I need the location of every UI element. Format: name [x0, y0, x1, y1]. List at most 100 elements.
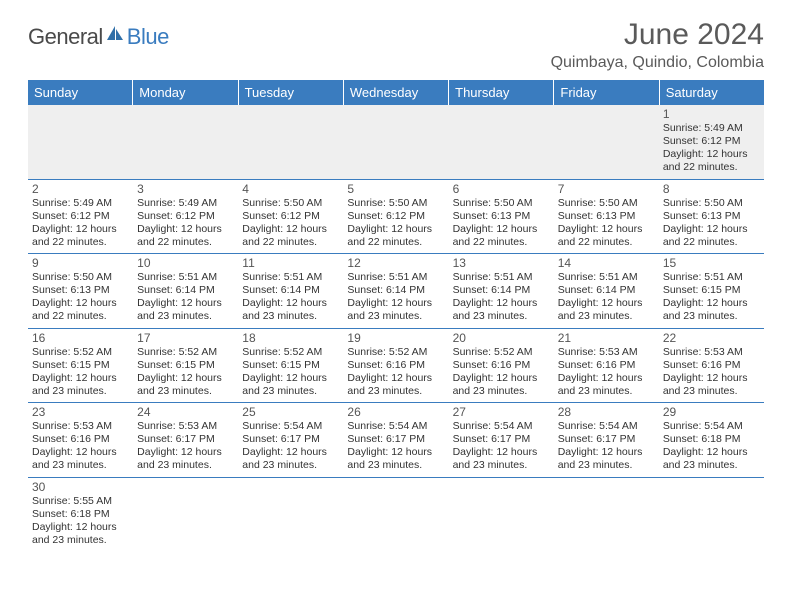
day-number: 29: [663, 405, 760, 420]
sunrise-text: Sunrise: 5:51 AM: [558, 271, 655, 284]
day-number: 11: [242, 256, 339, 271]
sunrise-text: Sunrise: 5:49 AM: [137, 197, 234, 210]
location-label: Quimbaya, Quindio, Colombia: [551, 54, 764, 72]
calendar-cell: [343, 105, 448, 179]
sunset-text: Sunset: 6:12 PM: [242, 210, 339, 223]
daylight-text: Daylight: 12 hours and 23 minutes.: [32, 521, 129, 547]
calendar-cell: 17Sunrise: 5:52 AMSunset: 6:15 PMDayligh…: [133, 329, 238, 403]
day-number: 4: [242, 182, 339, 197]
sunset-text: Sunset: 6:16 PM: [663, 359, 760, 372]
day-number: 14: [558, 256, 655, 271]
sunrise-text: Sunrise: 5:54 AM: [347, 420, 444, 433]
calendar-cell: 25Sunrise: 5:54 AMSunset: 6:17 PMDayligh…: [238, 403, 343, 477]
sunset-text: Sunset: 6:12 PM: [137, 210, 234, 223]
daylight-text: Daylight: 12 hours and 22 minutes.: [347, 223, 444, 249]
sunset-text: Sunset: 6:16 PM: [32, 433, 129, 446]
sunrise-text: Sunrise: 5:52 AM: [137, 346, 234, 359]
sunset-text: Sunset: 6:14 PM: [453, 284, 550, 297]
day-number: 18: [242, 331, 339, 346]
calendar-cell: [554, 105, 659, 179]
sunset-text: Sunset: 6:13 PM: [663, 210, 760, 223]
sunset-text: Sunset: 6:12 PM: [347, 210, 444, 223]
day-number: 17: [137, 331, 234, 346]
sunset-text: Sunset: 6:17 PM: [137, 433, 234, 446]
sunset-text: Sunset: 6:17 PM: [347, 433, 444, 446]
calendar-cell: [28, 105, 133, 179]
day-number: 16: [32, 331, 129, 346]
calendar-cell: 20Sunrise: 5:52 AMSunset: 6:16 PMDayligh…: [449, 329, 554, 403]
day-number: 7: [558, 182, 655, 197]
day-number: 10: [137, 256, 234, 271]
calendar-cell: 10Sunrise: 5:51 AMSunset: 6:14 PMDayligh…: [133, 254, 238, 328]
day-number: 3: [137, 182, 234, 197]
sunrise-text: Sunrise: 5:54 AM: [453, 420, 550, 433]
sunrise-text: Sunrise: 5:51 AM: [137, 271, 234, 284]
sunrise-text: Sunrise: 5:55 AM: [32, 495, 129, 508]
calendar-cell: [449, 478, 554, 552]
sunset-text: Sunset: 6:14 PM: [137, 284, 234, 297]
dow-monday: Monday: [133, 80, 238, 105]
day-number: 21: [558, 331, 655, 346]
daylight-text: Daylight: 12 hours and 23 minutes.: [242, 446, 339, 472]
daylight-text: Daylight: 12 hours and 23 minutes.: [453, 297, 550, 323]
sunset-text: Sunset: 6:12 PM: [32, 210, 129, 223]
daylight-text: Daylight: 12 hours and 23 minutes.: [32, 372, 129, 398]
daylight-text: Daylight: 12 hours and 23 minutes.: [137, 297, 234, 323]
calendar-cell: 1Sunrise: 5:49 AMSunset: 6:12 PMDaylight…: [659, 105, 764, 179]
calendar-cell: 4Sunrise: 5:50 AMSunset: 6:12 PMDaylight…: [238, 180, 343, 254]
calendar-cell: 16Sunrise: 5:52 AMSunset: 6:15 PMDayligh…: [28, 329, 133, 403]
title-block: June 2024 Quimbaya, Quindio, Colombia: [551, 18, 764, 72]
calendar-cell: [133, 105, 238, 179]
daylight-text: Daylight: 12 hours and 23 minutes.: [242, 297, 339, 323]
calendar-cell: [238, 478, 343, 552]
sunrise-text: Sunrise: 5:52 AM: [347, 346, 444, 359]
sunset-text: Sunset: 6:15 PM: [663, 284, 760, 297]
sunrise-text: Sunrise: 5:51 AM: [347, 271, 444, 284]
daylight-text: Daylight: 12 hours and 22 minutes.: [137, 223, 234, 249]
calendar-cell: 9Sunrise: 5:50 AMSunset: 6:13 PMDaylight…: [28, 254, 133, 328]
calendar-row: 16 Sunrise: 5:52 AM Sunset: 6:15 PM Dayligh…: [28, 329, 764, 404]
dow-tuesday: Tuesday: [239, 80, 344, 105]
sunset-text: Sunset: 6:13 PM: [453, 210, 550, 223]
calendar-cell: 5Sunrise: 5:50 AMSunset: 6:12 PMDaylight…: [343, 180, 448, 254]
calendar-cell: [343, 478, 448, 552]
sunset-text: Sunset: 6:14 PM: [347, 284, 444, 297]
calendar-cell: [238, 105, 343, 179]
daylight-text: Daylight: 12 hours and 23 minutes.: [453, 446, 550, 472]
calendar-cell: 30Sunrise: 5:55 AMSunset: 6:18 PMDayligh…: [28, 478, 133, 552]
sunrise-text: Sunrise: 5:51 AM: [242, 271, 339, 284]
calendar-cell: 11Sunrise: 5:51 AMSunset: 6:14 PMDayligh…: [238, 254, 343, 328]
calendar-cell: 22Sunrise: 5:53 AMSunset: 6:16 PMDayligh…: [659, 329, 764, 403]
sunset-text: Sunset: 6:16 PM: [453, 359, 550, 372]
dow-wednesday: Wednesday: [344, 80, 449, 105]
sunrise-text: Sunrise: 5:52 AM: [453, 346, 550, 359]
calendar-row: 30Sunrise: 5:55 AMSunset: 6:18 PMDayligh…: [28, 478, 764, 552]
sunset-text: Sunset: 6:13 PM: [32, 284, 129, 297]
sunrise-text: Sunrise: 5:49 AM: [663, 122, 760, 135]
sunrise-text: Sunrise: 5:54 AM: [242, 420, 339, 433]
daylight-text: Daylight: 12 hours and 22 minutes.: [663, 223, 760, 249]
daylight-text: Daylight: 12 hours and 22 minutes.: [558, 223, 655, 249]
sunrise-text: Sunrise: 5:49 AM: [32, 197, 129, 210]
sunset-text: Sunset: 6:18 PM: [32, 508, 129, 521]
sunset-text: Sunset: 6:14 PM: [558, 284, 655, 297]
daylight-text: Daylight: 12 hours and 23 minutes.: [32, 446, 129, 472]
calendar-cell: 26Sunrise: 5:54 AMSunset: 6:17 PMDayligh…: [343, 403, 448, 477]
sunrise-text: Sunrise: 5:51 AM: [453, 271, 550, 284]
sunset-text: Sunset: 6:17 PM: [242, 433, 339, 446]
sunset-text: Sunset: 6:15 PM: [242, 359, 339, 372]
day-number: 30: [32, 480, 129, 495]
daylight-text: Daylight: 12 hours and 22 minutes.: [663, 148, 760, 174]
calendar-cell: 2Sunrise: 5:49 AMSunset: 6:12 PMDaylight…: [28, 180, 133, 254]
daylight-text: Daylight: 12 hours and 23 minutes.: [663, 372, 760, 398]
daylight-text: Daylight: 12 hours and 23 minutes.: [558, 372, 655, 398]
header: General Blue June 2024 Quimbaya, Quindio…: [28, 18, 764, 72]
day-number: 26: [347, 405, 444, 420]
daylight-text: Daylight: 12 hours and 23 minutes.: [663, 446, 760, 472]
sunset-text: Sunset: 6:16 PM: [558, 359, 655, 372]
sunrise-text: Sunrise: 5:53 AM: [663, 346, 760, 359]
daylight-text: Daylight: 12 hours and 22 minutes.: [242, 223, 339, 249]
sunset-text: Sunset: 6:17 PM: [558, 433, 655, 446]
sail-icon: [105, 24, 125, 42]
day-number: 20: [453, 331, 550, 346]
